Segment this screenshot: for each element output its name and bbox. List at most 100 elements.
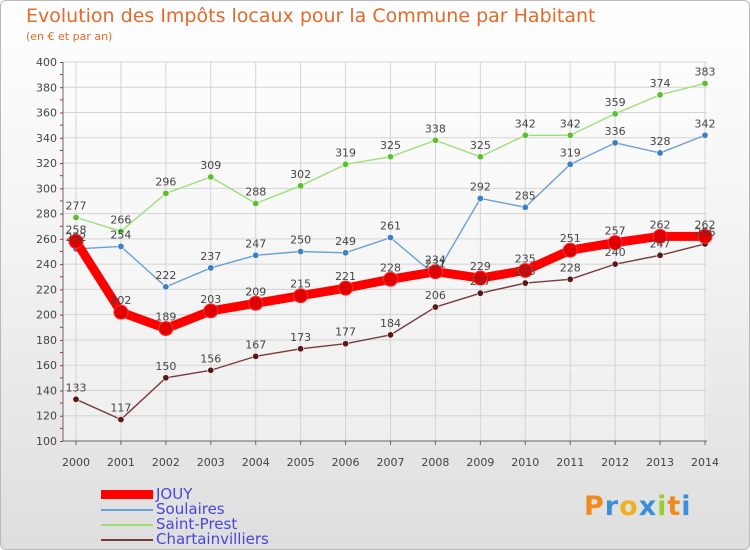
data-point [697, 228, 713, 244]
legend-label: Saint-Prest [156, 515, 238, 533]
data-label: 325 [470, 139, 491, 152]
data-point [562, 242, 578, 258]
data-label: 173 [290, 331, 311, 344]
data-label: 252 [66, 231, 87, 244]
data-point [566, 160, 574, 168]
data-label: 261 [380, 220, 401, 233]
data-label: 202 [110, 294, 131, 307]
data-label: 229 [470, 260, 491, 273]
legend-item-saint-prest[interactable]: Saint-Prest [101, 517, 269, 532]
y-tick-label: 320 [36, 157, 57, 170]
data-point [113, 304, 129, 320]
x-tick-label: 2004 [242, 456, 270, 469]
data-point [476, 153, 484, 161]
logo-letter: x [638, 491, 658, 522]
logo-letter: t [667, 491, 682, 522]
data-point [656, 91, 664, 99]
y-tick-label: 100 [36, 435, 57, 448]
y-tick-label: 260 [36, 233, 57, 246]
data-label: 117 [110, 402, 131, 415]
legend-item-chartainvilliers[interactable]: Chartainvilliers [101, 532, 269, 547]
data-label: 150 [155, 360, 176, 373]
data-point [607, 235, 623, 251]
legend-item-soulaires[interactable]: Soulaires [101, 502, 269, 517]
data-point [566, 275, 574, 283]
data-point [68, 233, 84, 249]
data-point [386, 234, 394, 242]
y-tick-label: 280 [36, 208, 57, 221]
data-point [521, 279, 529, 287]
logo-letter: i [657, 491, 668, 522]
x-tick-label: 2006 [332, 456, 360, 469]
data-point [342, 340, 350, 348]
data-point [252, 199, 260, 207]
data-point [162, 189, 170, 197]
data-point [72, 395, 80, 403]
data-point [431, 136, 439, 144]
legend-swatch-jouy [101, 490, 153, 499]
data-label: 342 [695, 117, 716, 130]
data-point [297, 182, 305, 190]
data-label: 217 [470, 275, 491, 288]
data-point [427, 264, 443, 280]
data-point [297, 345, 305, 353]
legend-item-jouy[interactable]: JOUY [101, 487, 269, 502]
data-label: 342 [515, 117, 536, 130]
y-tick-label: 380 [36, 81, 57, 94]
data-point [517, 262, 533, 278]
data-label: 342 [560, 117, 581, 130]
x-tick-label: 2001 [107, 456, 135, 469]
data-point [383, 271, 398, 287]
data-label: 302 [290, 168, 311, 181]
data-point [652, 228, 668, 244]
data-label: 309 [200, 159, 221, 172]
data-point [293, 288, 309, 304]
data-label: 277 [66, 199, 87, 212]
logo-letter: r [604, 491, 620, 522]
x-tick-label: 2002 [152, 456, 180, 469]
y-tick-label: 120 [36, 410, 57, 423]
x-tick-label: 2010 [511, 456, 539, 469]
data-point [203, 303, 219, 319]
data-label: 328 [650, 135, 671, 148]
x-tick-label: 2011 [556, 456, 584, 469]
legend-label: JOUY [156, 485, 193, 503]
data-label: 247 [650, 237, 671, 250]
data-label: 292 [470, 180, 491, 193]
chart-legend: JOUY Soulaires Saint-Prest Chartainvilli… [101, 487, 269, 547]
logo-letter: P [584, 491, 605, 522]
x-tick-label: 2013 [646, 456, 674, 469]
x-tick-label: 2014 [691, 456, 719, 469]
x-tick-label: 2000 [62, 456, 90, 469]
legend-swatch-chartainvilliers [101, 538, 153, 541]
chart-title: Evolution des Impôts locaux pour la Comm… [26, 5, 596, 27]
data-point [117, 227, 125, 235]
data-label: 359 [605, 96, 626, 109]
legend-label: Chartainvilliers [156, 530, 269, 548]
data-label: 288 [245, 185, 266, 198]
data-point [158, 321, 174, 337]
data-label: 225 [515, 265, 536, 278]
logo-letter: o [619, 491, 639, 522]
x-tick-label: 2012 [601, 456, 629, 469]
data-label: 262 [650, 218, 671, 231]
data-label: 156 [200, 352, 221, 365]
y-tick-label: 340 [36, 132, 57, 145]
data-label: 383 [695, 65, 716, 78]
data-label: 203 [200, 293, 221, 306]
proxiti-logo: Proxiti [584, 491, 692, 522]
data-point [162, 374, 170, 382]
y-tick-label: 160 [36, 359, 57, 372]
data-label: 235 [515, 252, 536, 265]
data-label: 251 [560, 232, 581, 245]
data-label: 262 [695, 218, 716, 231]
data-point [521, 203, 529, 211]
y-tick-label: 300 [36, 182, 57, 195]
y-tick-label: 200 [36, 309, 57, 322]
data-point [701, 79, 709, 87]
data-label: 336 [605, 125, 626, 138]
x-tick-label: 2005 [287, 456, 315, 469]
data-label: 206 [425, 289, 446, 302]
data-label: 228 [560, 261, 581, 274]
